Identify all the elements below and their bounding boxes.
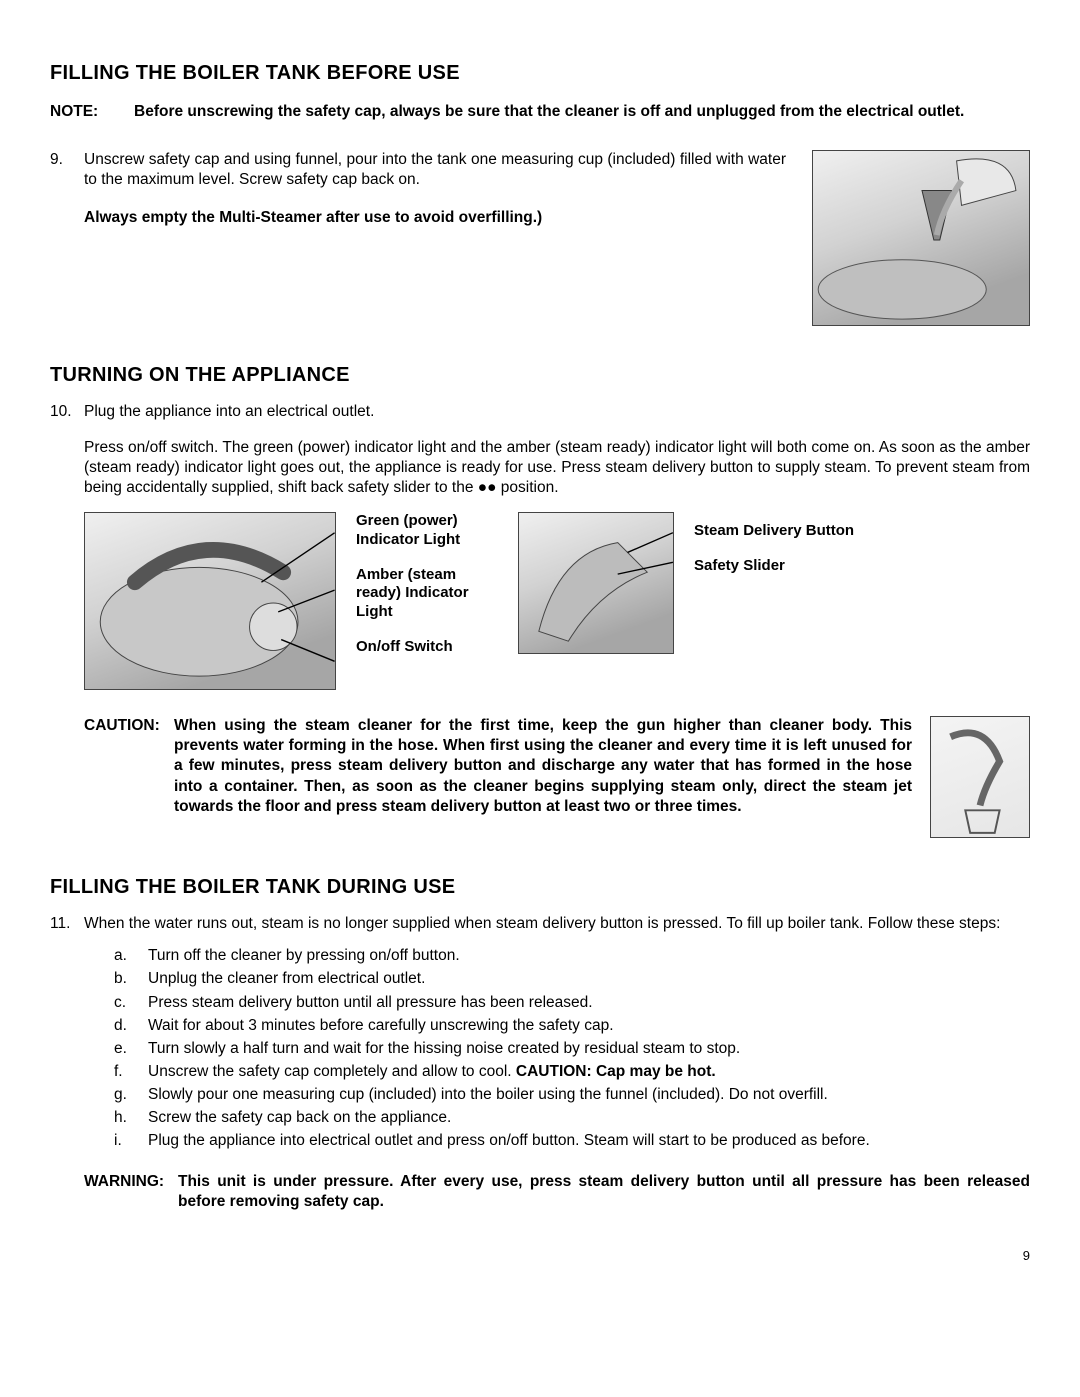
illustration-discharge-water xyxy=(930,716,1030,838)
label-safety-slider: Safety Slider xyxy=(694,557,1030,576)
step-d: d.Wait for about 3 minutes before carefu… xyxy=(114,1016,1030,1036)
illustration-appliance-body xyxy=(84,512,336,690)
label-steam-button: Steam Delivery Button xyxy=(694,522,1030,541)
step-e: e.Turn slowly a half turn and wait for t… xyxy=(114,1039,1030,1059)
page-number: 9 xyxy=(50,1248,1030,1265)
step-10: 10. Plug the appliance into an electrica… xyxy=(50,402,1030,422)
step-10-text1: Plug the appliance into an electrical ou… xyxy=(84,403,374,420)
warning-block: WARNING: This unit is under pressure. Af… xyxy=(50,1172,1030,1212)
caution-block: CAUTION: When using the steam cleaner fo… xyxy=(50,716,912,817)
heading-filling-during: FILLING THE BOILER TANK DURING USE xyxy=(50,874,1030,900)
step-c: c.Press steam delivery button until all … xyxy=(114,993,1030,1013)
step-g: g.Slowly pour one measuring cup (include… xyxy=(114,1085,1030,1105)
refill-steps-list: a.Turn off the cleaner by pressing on/of… xyxy=(50,946,1030,1151)
step-f: f.Unscrew the safety cap completely and … xyxy=(114,1062,1030,1082)
warning-text: This unit is under pressure. After every… xyxy=(178,1173,1030,1210)
caution-label: CAUTION: xyxy=(84,716,174,736)
label-onoff-switch: On/off Switch xyxy=(356,638,498,657)
section-filling-during: FILLING THE BOILER TANK DURING USE 11. W… xyxy=(50,874,1030,1212)
step-11-num: 11. xyxy=(50,914,84,934)
step-11-intro: When the water runs out, steam is no lon… xyxy=(84,915,1000,932)
step-10-num: 10. xyxy=(50,402,84,422)
note-before-use: NOTE: Before unscrewing the safety cap, … xyxy=(50,102,1030,122)
step-10-text2: Press on/off switch. The green (power) i… xyxy=(50,438,1030,498)
section-filling-before: FILLING THE BOILER TANK BEFORE USE NOTE:… xyxy=(50,60,1030,326)
step-9-num: 9. xyxy=(50,150,84,170)
step-9-block: 9. Unscrew safety cap and using funnel, … xyxy=(50,150,786,228)
label-green-power: Green (power) Indicator Light xyxy=(356,512,498,550)
illustration-funnel-fill xyxy=(812,150,1030,326)
label-amber-steam: Amber (steam ready) Indicator Light xyxy=(356,566,498,622)
note-text: Before unscrewing the safety cap, always… xyxy=(134,103,964,120)
caution-text: When using the steam cleaner for the fir… xyxy=(174,717,912,815)
step-11: 11. When the water runs out, steam is no… xyxy=(50,914,1030,934)
section-turning-on: TURNING ON THE APPLIANCE 10. Plug the ap… xyxy=(50,362,1030,839)
step-b: b.Unplug the cleaner from electrical out… xyxy=(114,969,1030,989)
warning-label: WARNING: xyxy=(84,1172,178,1192)
labels-appliance-body: Green (power) Indicator Light Amber (ste… xyxy=(356,512,498,673)
heading-filling-before: FILLING THE BOILER TANK BEFORE USE xyxy=(50,60,1030,86)
always-empty-note: Always empty the Multi-Steamer after use… xyxy=(84,209,542,226)
step-9-text: Unscrew safety cap and using funnel, pou… xyxy=(84,151,786,188)
labels-steam-gun: Steam Delivery Button Safety Slider xyxy=(694,512,1030,592)
heading-turning-on: TURNING ON THE APPLIANCE xyxy=(50,362,1030,388)
note-label: NOTE: xyxy=(50,102,134,122)
step-i: i.Plug the appliance into electrical out… xyxy=(114,1131,1030,1151)
step-h: h.Screw the safety cap back on the appli… xyxy=(114,1108,1030,1128)
illustration-steam-gun xyxy=(518,512,674,654)
step-a: a.Turn off the cleaner by pressing on/of… xyxy=(114,946,1030,966)
